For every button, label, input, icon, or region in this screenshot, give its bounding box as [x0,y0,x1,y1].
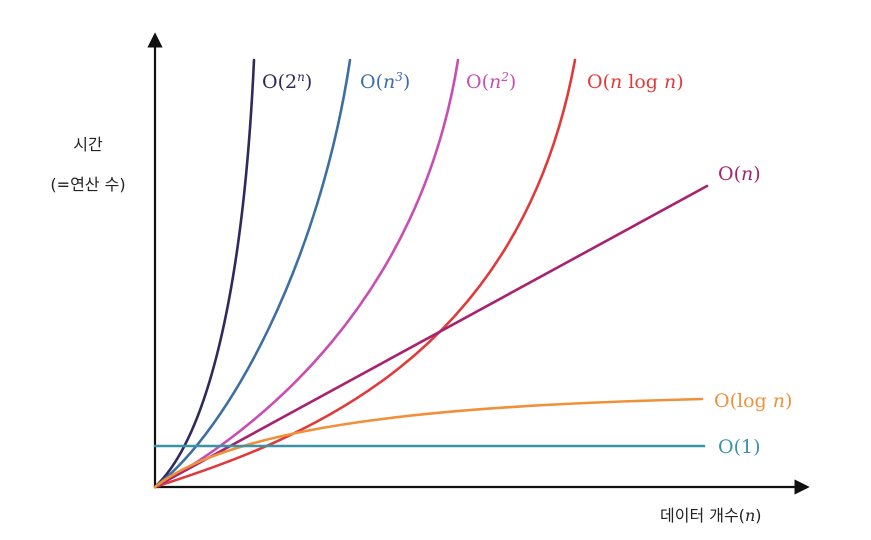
series-line-4 [153,184,709,489]
series-label-0: O(2n) [262,70,312,93]
series-label-1: O(n3) [360,70,410,93]
series-line-0 [153,58,256,489]
series-line-3 [153,58,577,489]
series-label-5: O(log n) [714,390,792,412]
series-group [153,58,709,489]
y-axis-label-line1: 시간 [73,135,103,154]
series-line-5 [153,397,704,489]
y-axis-label-line2: (=연산 수) [50,175,125,194]
series-label-3: O(n log n) [587,71,684,93]
series-labels: O(2n) O(n3) O(n2) O(n log n) O(n) O(log n) O(1… [262,70,792,458]
series-label-2: O(n2) [466,70,516,93]
series-label-6: O(1) [718,436,761,458]
series-line-1 [153,58,352,489]
x-axis-label: 데이터 개수(n) [660,506,762,525]
series-line-2 [153,58,460,489]
series-label-4: O(n) [718,163,761,185]
